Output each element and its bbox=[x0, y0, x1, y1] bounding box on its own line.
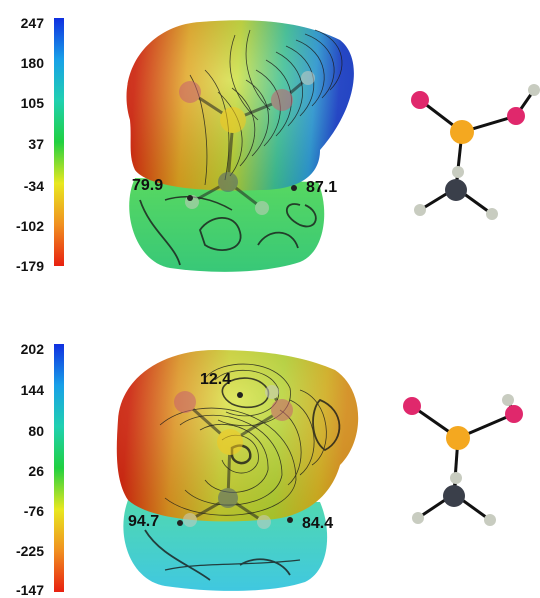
critical-point-marker bbox=[237, 392, 243, 398]
hydrogen-atom bbox=[452, 166, 464, 178]
hydrogen-atom bbox=[484, 514, 496, 526]
scale-tick-label: 105 bbox=[20, 95, 44, 111]
ball-stick-molecule bbox=[411, 84, 540, 220]
color-scale-bar bbox=[54, 18, 64, 266]
color-scale-bar bbox=[54, 344, 64, 592]
scale-tick-label: 247 bbox=[20, 15, 44, 31]
critical-point-label: 79.9 bbox=[132, 177, 163, 194]
critical-point-label: 12.4 bbox=[200, 371, 231, 388]
scale-tick-label: 80 bbox=[28, 423, 44, 439]
embedded-molecule bbox=[179, 71, 315, 215]
surface-lower-lobe bbox=[129, 178, 325, 272]
hydrogen-atom bbox=[502, 394, 514, 406]
scale-tick-label: 26 bbox=[28, 463, 44, 479]
critical-point-marker bbox=[187, 195, 193, 201]
ball-stick-molecule bbox=[403, 394, 523, 526]
scale-tick-label: -225 bbox=[15, 543, 44, 559]
scale-tick-label: -102 bbox=[15, 218, 44, 234]
oxygen-atom bbox=[411, 91, 429, 109]
critical-point-marker bbox=[287, 517, 293, 523]
scale-tick-label: -179 bbox=[15, 258, 44, 274]
hydrogen-atom bbox=[486, 208, 498, 220]
oxygen-atom bbox=[507, 107, 525, 125]
scale-tick-label: -34 bbox=[23, 178, 44, 194]
oxygen-atom bbox=[505, 405, 523, 423]
scale-tick-label: 202 bbox=[20, 341, 44, 357]
hydrogen-atom bbox=[528, 84, 540, 96]
scale-tick-label: -147 bbox=[15, 582, 44, 598]
critical-point-marker bbox=[291, 185, 297, 191]
phosphorus-atom bbox=[446, 426, 470, 450]
bottom-panel: 202 144 80 26 -76 -225 -147 bbox=[0, 330, 540, 598]
carbon-atom bbox=[443, 485, 465, 507]
carbon-atom bbox=[445, 179, 467, 201]
esp-surface-bottom: 12.4 94.7 84.4 bbox=[116, 350, 523, 591]
embedded-molecule bbox=[174, 385, 293, 529]
scale-tick-label: 180 bbox=[20, 55, 44, 71]
oxygen-atom bbox=[403, 397, 421, 415]
hydrogen-atom bbox=[412, 512, 424, 524]
hydrogen-atom bbox=[450, 472, 462, 484]
hydrogen-atom bbox=[414, 204, 426, 216]
top-panel: 247 180 105 37 -34 -102 -179 bbox=[0, 0, 540, 290]
scale-tick-label: 37 bbox=[28, 136, 44, 152]
esp-surface-top: 79.9 87.1 bbox=[126, 20, 540, 272]
critical-point-label: 87.1 bbox=[306, 179, 337, 196]
critical-point-label: 84.4 bbox=[302, 515, 333, 532]
scale-tick-label: 144 bbox=[20, 382, 44, 398]
scale-tick-label: -76 bbox=[23, 503, 44, 519]
phosphorus-atom bbox=[450, 120, 474, 144]
critical-point-label: 94.7 bbox=[128, 513, 159, 530]
critical-point-marker bbox=[177, 520, 183, 526]
